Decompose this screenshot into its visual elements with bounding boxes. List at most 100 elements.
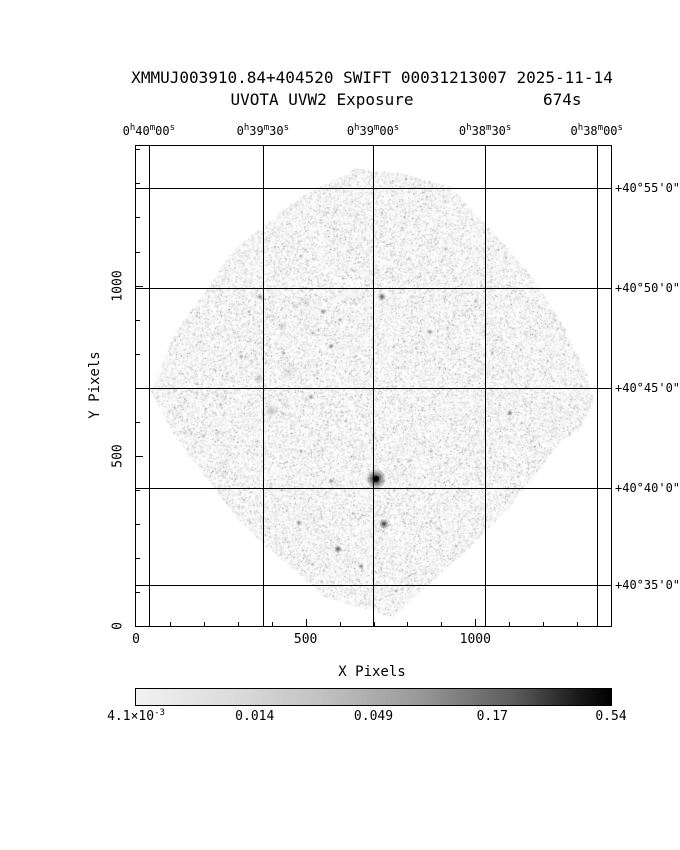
label-part: 00 <box>379 124 394 138</box>
y-axis-tick <box>136 285 143 287</box>
x-axis-tick <box>237 622 239 626</box>
y-axis-tick <box>136 489 140 491</box>
ra-axis-tick <box>485 146 487 153</box>
superscript: h <box>577 123 584 133</box>
grid-line-vertical <box>148 146 150 626</box>
y-axis-tick <box>136 183 140 185</box>
dec-tick-label: +40°55'0" <box>615 181 680 195</box>
y-axis-tick <box>136 251 140 253</box>
label-part: 0 <box>458 124 467 138</box>
x-axis-tick <box>169 622 171 626</box>
y-axis-tick <box>136 217 140 219</box>
label-part: 39 <box>359 124 374 138</box>
superscript: s <box>283 123 290 133</box>
grid-line-horizontal <box>136 488 611 489</box>
y-axis-tick <box>136 353 140 355</box>
x-tick-label: 500 <box>293 632 318 647</box>
x-axis-tick <box>339 622 341 626</box>
superscript: m <box>597 123 604 133</box>
grid-line-horizontal <box>136 387 611 389</box>
dec-tick-label: +40°35'0" <box>615 578 680 593</box>
ra-tick-label: 0h38m00s <box>570 123 623 138</box>
grid-line-horizontal <box>136 288 611 290</box>
y-axis-tick <box>136 591 140 593</box>
grid-line-vertical <box>596 146 598 626</box>
ra-axis-tick <box>148 146 150 153</box>
y-axis-tick <box>136 455 143 457</box>
dec-axis-tick <box>604 585 611 587</box>
superscript: s <box>393 123 400 133</box>
plot-title: XMMUJ003910.84+404520 SWIFT 00031213007 … <box>131 68 613 87</box>
y-axis-tick <box>136 557 140 559</box>
x-axis-tick <box>305 619 307 626</box>
label-part: 0 <box>346 124 355 138</box>
superscript: m <box>486 123 492 133</box>
superscript: s <box>169 123 176 133</box>
dec-axis-tick <box>604 387 611 389</box>
exposure-time: 674s <box>543 90 582 109</box>
label-part: 0.014 <box>235 709 275 724</box>
y-axis-tick <box>136 523 140 525</box>
x-axis-tick <box>203 622 205 626</box>
label-part: 0.049 <box>353 709 394 724</box>
superscript: -3 <box>154 708 165 718</box>
superscript: h <box>243 123 250 133</box>
y-axis-tick <box>136 149 140 151</box>
label-part: 00 <box>603 124 618 138</box>
x-axis-tick <box>271 622 273 626</box>
label-part: 0.54 <box>595 709 627 724</box>
label-part: 30 <box>269 124 284 138</box>
y-axis-title: Y Pixels <box>87 351 103 419</box>
dec-axis-tick <box>604 188 611 189</box>
label-part: 0 <box>570 124 578 138</box>
superscript: s <box>505 123 512 133</box>
label-part: 4.1×10 <box>107 709 155 724</box>
y-tick-label: 0 <box>110 622 126 630</box>
ra-tick-label: 0h39m00s <box>346 123 400 138</box>
grid-line-horizontal <box>136 188 611 189</box>
y-axis-tick <box>136 421 140 423</box>
dec-tick-label: +40°50'0" <box>615 281 680 296</box>
label-part: 40 <box>135 124 150 138</box>
label-part: 0.17 <box>476 709 508 724</box>
x-axis-tick <box>577 622 579 626</box>
x-tick-label: 0 <box>132 632 140 647</box>
ra-tick-label: 0h38m30s <box>458 123 512 138</box>
colorbar: 4.1×10-3 0.014 0.049 0.17 0.54 <box>107 688 627 724</box>
ra-axis-tick <box>596 146 598 153</box>
grid-line-vertical <box>373 146 375 626</box>
ra-axis-tick <box>262 146 264 153</box>
colorbar-tick-label: 0.54 <box>595 709 626 724</box>
x-axis-tick <box>373 622 375 626</box>
dec-tick-label: +40°45'0" <box>615 380 680 395</box>
superscript: m <box>373 123 380 133</box>
label-part: 38 <box>471 124 487 138</box>
dec-axis-tick <box>604 288 611 290</box>
superscript: s <box>617 123 623 133</box>
label-part: 38 <box>583 124 598 138</box>
x-axis-tick <box>509 622 511 626</box>
colorbar-tick-label: 0.17 <box>477 709 508 724</box>
superscript: h <box>354 123 360 133</box>
y-tick-label: 1000 <box>110 269 126 302</box>
plot-subtitle: UVOTA UVW2 Exposure <box>230 90 414 109</box>
colorbar-tick-label: 0.014 <box>235 709 274 724</box>
grid-line-vertical <box>262 146 264 626</box>
ra-axis-tick <box>373 146 375 153</box>
colorbar-tick-label: 4.1×10-3 <box>107 708 165 724</box>
label-part: 0 <box>122 124 130 138</box>
y-axis-tick <box>136 387 140 389</box>
label-part: 30 <box>491 124 506 138</box>
x-axis-title: X Pixels <box>338 664 406 680</box>
ra-tick-label: 0h40m00s <box>122 123 176 138</box>
label-part: 0 <box>236 124 244 138</box>
colorbar-tick-label: 0.049 <box>354 709 393 724</box>
superscript: h <box>466 123 472 133</box>
plot-area: 0 500 1000 0 500 1000 0h40m00s 0h39m30s 0h39m00s… <box>111 123 680 647</box>
x-axis-tick <box>441 622 443 626</box>
x-tick-label: 1000 <box>459 632 491 647</box>
grid-line-horizontal <box>136 585 611 587</box>
y-axis-tick <box>136 319 140 321</box>
x-axis-tick <box>475 619 477 626</box>
